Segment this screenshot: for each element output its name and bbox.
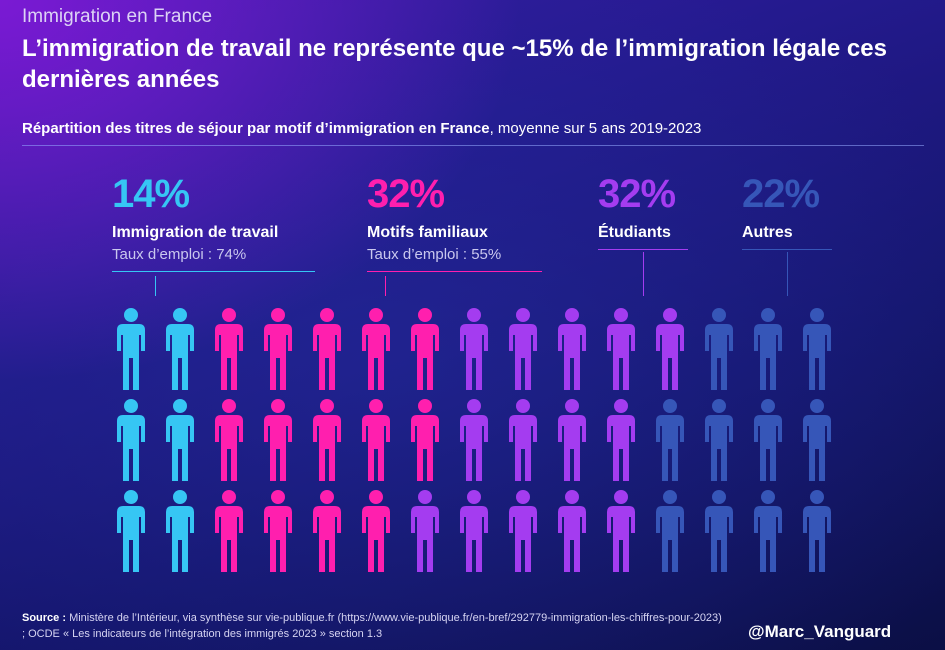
person-figure-etudiants: [558, 308, 586, 390]
kicker: Immigration en France: [22, 6, 213, 27]
person-figure-familiaux: [215, 490, 243, 572]
person-figure-etudiants: [411, 490, 439, 572]
stat-percent-travail: 14%: [112, 172, 190, 216]
person-figure-familiaux: [215, 399, 243, 481]
person-figure-familiaux: [264, 399, 292, 481]
stat-pointer-familiaux: [385, 276, 386, 296]
person-figure-autres: [803, 308, 831, 390]
person-figure-autres: [754, 399, 782, 481]
chart-subtitle-rest: , moyenne sur 5 ans 2019-2023: [489, 120, 702, 137]
subtitle-divider: [22, 145, 924, 146]
stat-percent-familiaux: 32%: [367, 172, 445, 216]
person-figure-autres: [705, 308, 733, 390]
person-figure-autres: [754, 308, 782, 390]
person-figure-autres: [656, 399, 684, 481]
stat-divider-travail: [112, 271, 315, 272]
person-figure-etudiants: [607, 399, 635, 481]
person-figure-autres: [656, 490, 684, 572]
person-figure-travail: [166, 490, 194, 572]
stat-label-autres: Autres: [742, 224, 793, 241]
person-figure-autres: [705, 490, 733, 572]
person-figure-etudiants: [460, 490, 488, 572]
chart-subtitle: Répartition des titres de séjour par mot…: [22, 120, 701, 137]
author-handle: @Marc_Vanguard: [748, 622, 892, 641]
stat-divider-autres: [742, 249, 832, 250]
person-figure-etudiants: [509, 399, 537, 481]
person-figure-etudiants: [607, 308, 635, 390]
stat-pointer-travail: [155, 276, 156, 296]
person-figure-autres: [705, 399, 733, 481]
stat-percent-etudiants: 32%: [598, 172, 676, 216]
stat-pointer-autres: [787, 252, 788, 296]
stat-label-travail: Immigration de travail: [112, 224, 279, 241]
person-figure-familiaux: [313, 399, 341, 481]
stat-divider-etudiants: [598, 249, 688, 250]
stat-note-familiaux: Taux d’emploi : 55%: [367, 246, 502, 263]
source-label: Source :: [22, 612, 67, 624]
headline: L’immigration de travail ne représente q…: [22, 35, 887, 93]
person-figure-etudiants: [656, 308, 684, 390]
source-note: Source : Ministère de l’Intérieur, via s…: [22, 610, 722, 642]
person-figure-travail: [166, 399, 194, 481]
person-figure-etudiants: [509, 308, 537, 390]
person-figure-etudiants: [558, 490, 586, 572]
person-figure-familiaux: [362, 399, 390, 481]
person-figure-familiaux: [264, 490, 292, 572]
person-figure-familiaux: [215, 308, 243, 390]
stat-pointer-etudiants: [643, 252, 644, 296]
person-figure-familiaux: [313, 308, 341, 390]
source-text: Ministère de l’Intérieur, via synthèse s…: [22, 612, 722, 640]
person-figure-familiaux: [313, 490, 341, 572]
person-figure-familiaux: [362, 308, 390, 390]
person-figure-familiaux: [362, 490, 390, 572]
person-figure-autres: [754, 490, 782, 572]
person-figure-travail: [117, 399, 145, 481]
person-figure-etudiants: [509, 490, 537, 572]
stat-note-travail: Taux d’emploi : 74%: [112, 246, 247, 263]
person-figure-etudiants: [558, 399, 586, 481]
stat-divider-familiaux: [367, 271, 542, 272]
person-figure-familiaux: [264, 308, 292, 390]
person-figure-travail: [166, 308, 194, 390]
person-figure-etudiants: [607, 490, 635, 572]
person-figure-travail: [117, 490, 145, 572]
person-figure-etudiants: [460, 399, 488, 481]
stat-percent-autres: 22%: [742, 172, 820, 216]
person-figure-autres: [803, 490, 831, 572]
chart-subtitle-bold: Répartition des titres de séjour par mot…: [22, 120, 490, 137]
person-figure-familiaux: [411, 308, 439, 390]
stat-label-familiaux: Motifs familiaux: [367, 224, 488, 241]
person-figure-etudiants: [460, 308, 488, 390]
stat-label-etudiants: Étudiants: [598, 224, 671, 241]
person-figure-autres: [803, 399, 831, 481]
person-figure-familiaux: [411, 399, 439, 481]
person-figure-travail: [117, 308, 145, 390]
